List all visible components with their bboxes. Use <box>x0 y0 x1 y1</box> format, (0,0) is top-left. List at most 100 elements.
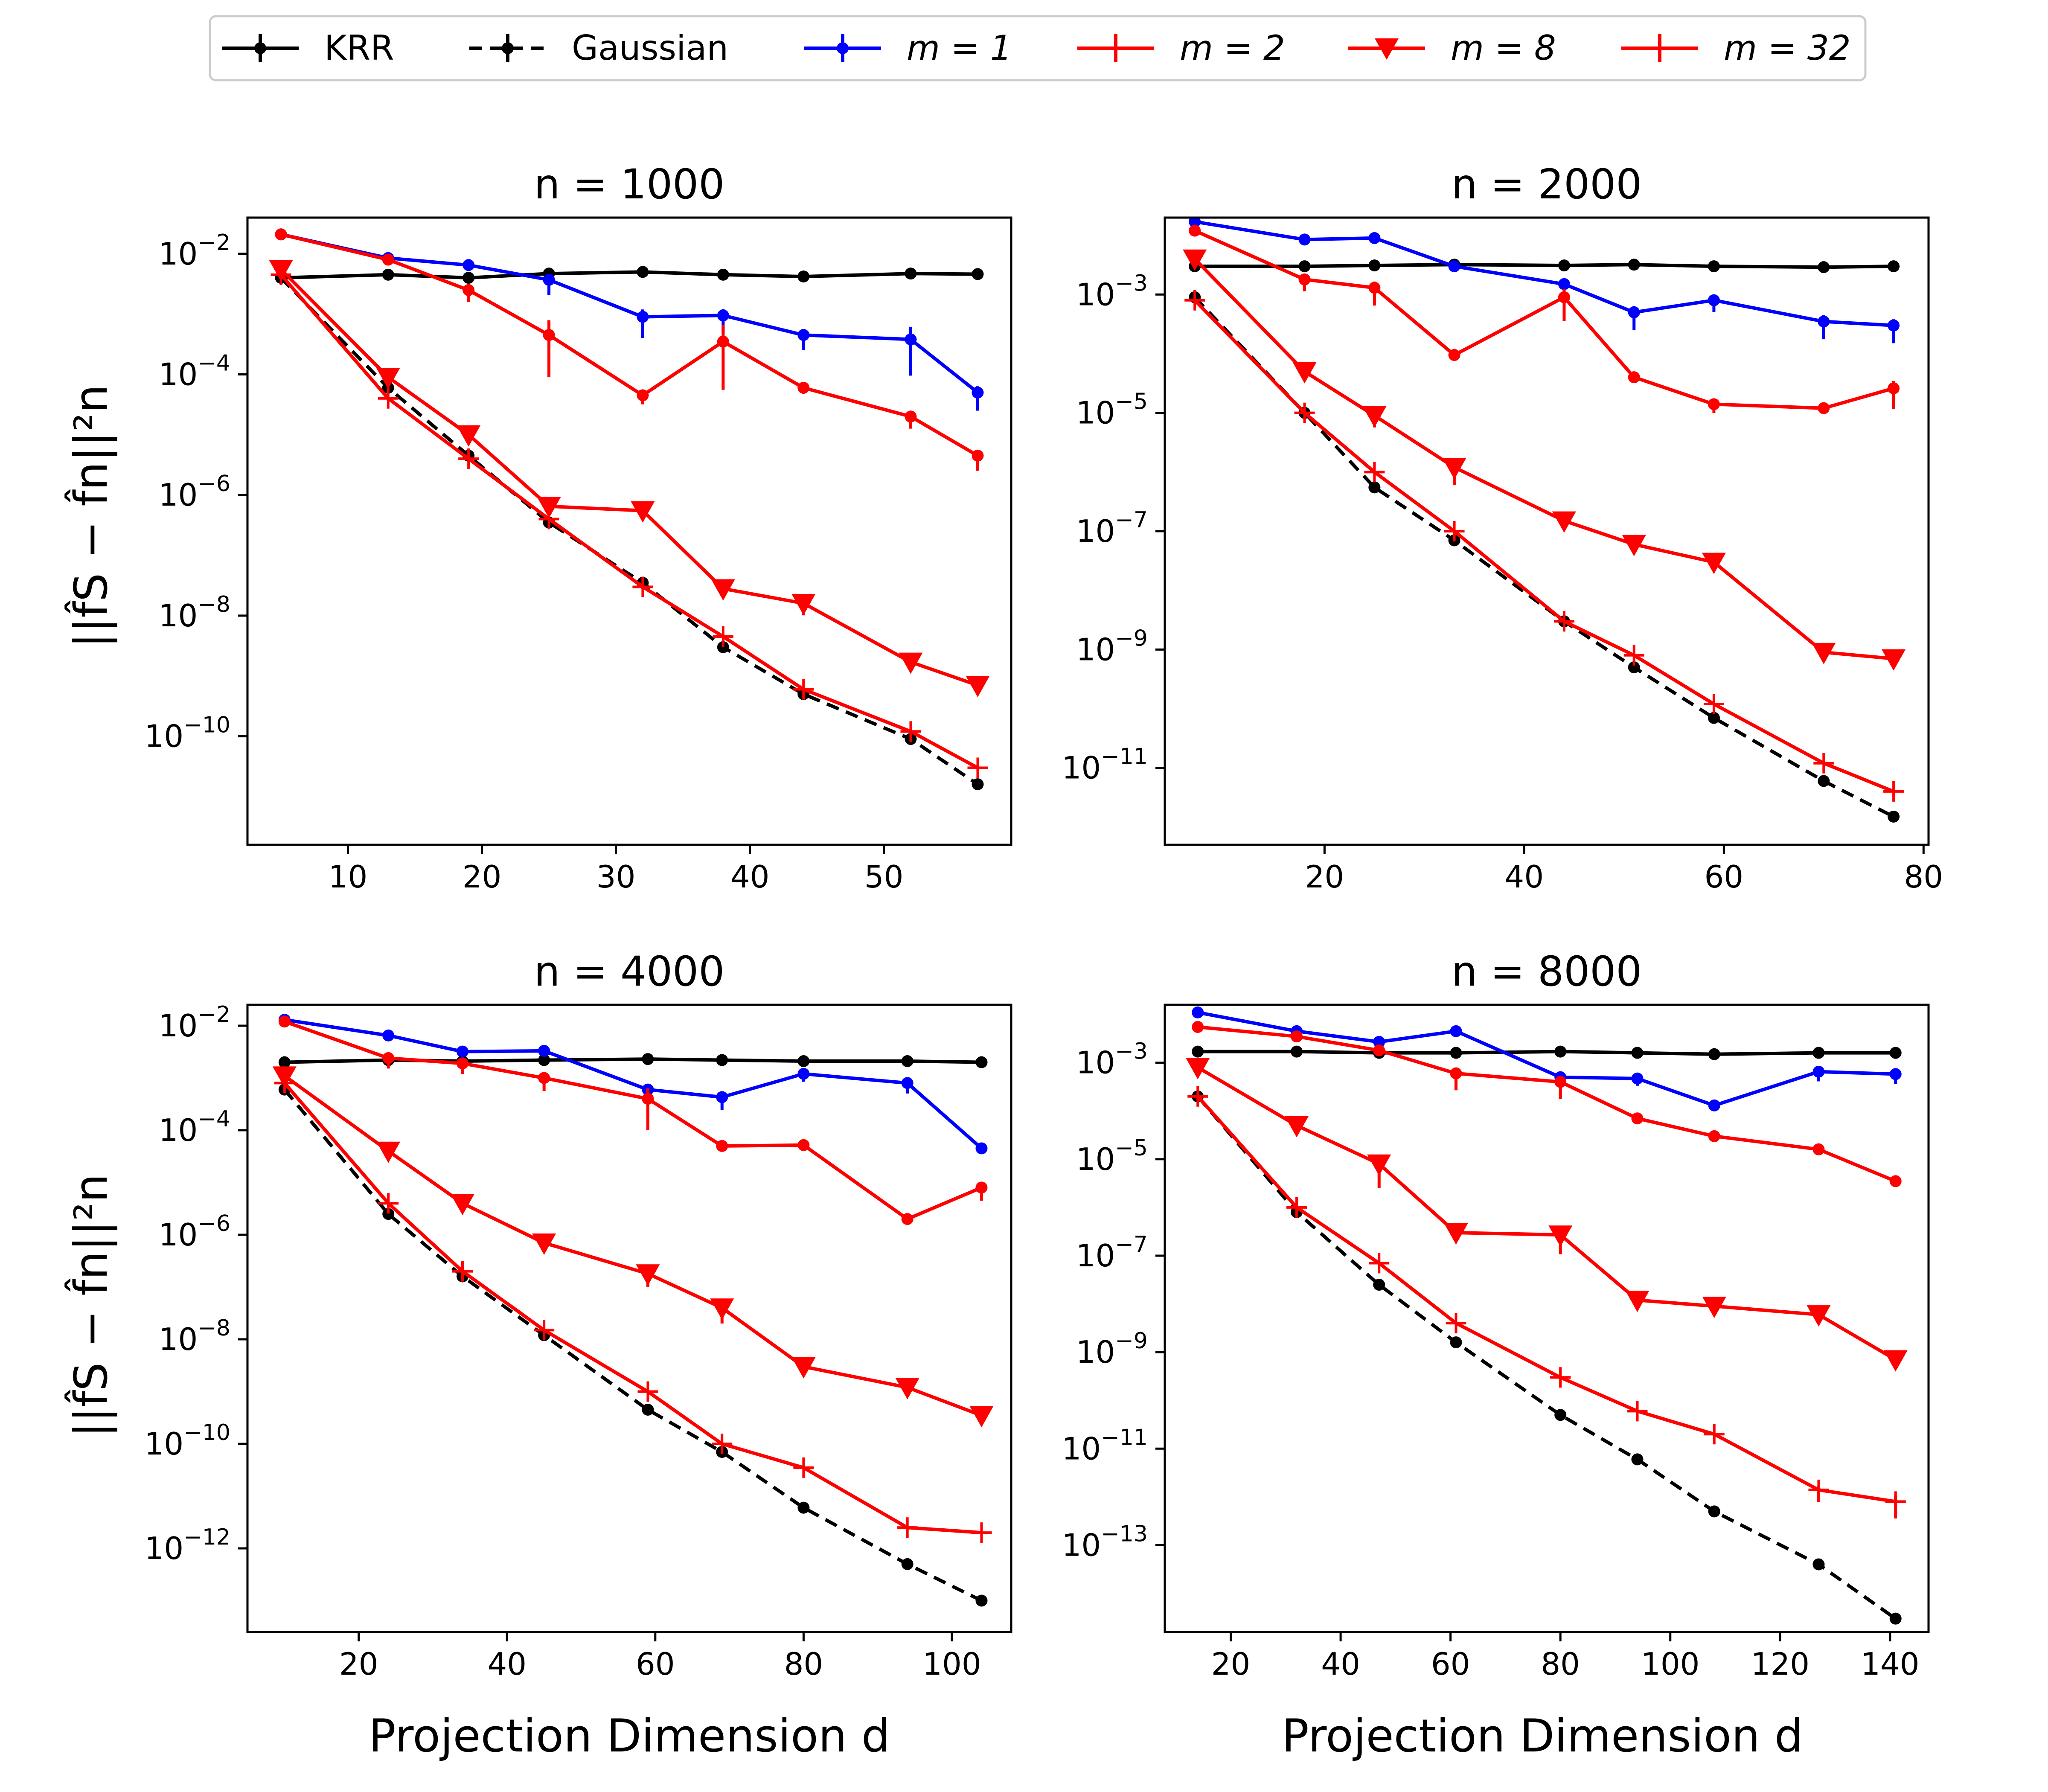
y-tick-base: 10 <box>159 598 198 634</box>
panel-frame <box>1164 216 1930 846</box>
y-tick-exponent: −13 <box>1101 1521 1148 1547</box>
y-tick-exponent: −2 <box>198 230 230 256</box>
y-tick-label: 10−3 <box>1076 271 1148 312</box>
data-point-krr <box>1368 259 1381 272</box>
data-point-gaussian <box>1812 1558 1825 1571</box>
data-point-m8 <box>1442 458 1466 480</box>
series-gaussian <box>1189 291 1900 823</box>
data-point-m1 <box>901 1077 913 1089</box>
data-point-gaussian <box>1708 712 1720 724</box>
y-tick-exponent: −7 <box>1115 507 1148 533</box>
data-point-m2 <box>1888 382 1900 395</box>
y-tick-base: 10 <box>1076 1238 1115 1274</box>
y-tick-base: 10 <box>1076 276 1115 312</box>
data-point-m8 <box>1882 649 1906 671</box>
data-point-m1 <box>1889 1068 1902 1080</box>
data-point-krr <box>1708 260 1720 273</box>
y-tick-base: 10 <box>145 1426 184 1462</box>
y-tick-label: 10−8 <box>159 1315 230 1357</box>
series-m8 <box>1183 249 1906 671</box>
y-tick-label: 10−5 <box>1076 1135 1148 1177</box>
series-gaussian <box>278 1083 988 1607</box>
x-tick-label: 80 <box>1904 859 1943 895</box>
data-point-krr <box>1628 259 1640 271</box>
data-point-krr <box>901 1055 913 1068</box>
y-tick-label: 10−12 <box>145 1524 230 1566</box>
data-point-m1 <box>1708 1099 1720 1111</box>
data-point-m2 <box>543 329 555 341</box>
data-point-m2 <box>717 335 729 348</box>
x-tick-label: 120 <box>1751 1646 1809 1682</box>
series-m2 <box>275 228 984 471</box>
data-point-krr <box>797 271 810 283</box>
legend-entry-m32: m = 32 <box>1621 28 1851 68</box>
series-line-gaussian <box>1193 296 1894 818</box>
data-point-m2 <box>1189 224 1201 237</box>
y-tick-base: 10 <box>159 357 198 393</box>
data-point-m8 <box>1444 1223 1468 1245</box>
data-point-gaussian <box>1373 1279 1385 1291</box>
legend-entry-m2: m = 2 <box>1077 28 1285 68</box>
series-line-m2 <box>280 233 979 457</box>
data-point-gaussian <box>1628 661 1640 674</box>
legend-marker-m8 <box>1375 38 1399 60</box>
data-point-m8 <box>376 1141 401 1163</box>
series-m2 <box>1189 224 1900 414</box>
series-m2 <box>278 1015 988 1225</box>
series-line-gaussian <box>283 1088 983 1603</box>
data-point-m2 <box>1291 1030 1303 1043</box>
y-tick-base: 10 <box>1076 1334 1115 1370</box>
y-tick-label: 10−10 <box>145 713 230 754</box>
legend-marker-m1 <box>837 42 849 54</box>
series-line-gaussian <box>1196 1095 1897 1620</box>
data-point-krr <box>1818 261 1830 273</box>
data-point-krr <box>463 272 475 284</box>
x-tick-label: 60 <box>636 1646 675 1682</box>
series-m2 <box>1192 1021 1902 1187</box>
data-point-m1 <box>1448 260 1460 273</box>
y-tick-exponent: −9 <box>1115 625 1148 651</box>
data-point-krr <box>972 268 984 280</box>
data-point-krr <box>278 1056 291 1068</box>
y-tick-label: 10−8 <box>159 592 230 634</box>
series-m32 <box>1187 1086 1906 1519</box>
x-tick-label: 40 <box>487 1646 527 1682</box>
x-tick-label: 40 <box>1321 1646 1360 1682</box>
y-tick-label: 10−7 <box>1076 507 1148 549</box>
data-point-m1 <box>456 1045 468 1058</box>
data-point-m8 <box>711 579 735 601</box>
data-point-m2 <box>1192 1021 1204 1033</box>
data-point-gaussian <box>975 1594 988 1607</box>
legend-entry-m8: m = 8 <box>1348 28 1556 68</box>
x-tick-label: 50 <box>864 859 904 895</box>
data-point-m8 <box>1702 553 1726 574</box>
data-point-krr <box>1812 1047 1825 1059</box>
y-tick-exponent: −6 <box>198 471 230 497</box>
y-tick-base: 10 <box>159 1321 198 1357</box>
data-point-krr <box>642 1053 654 1065</box>
data-point-krr <box>1554 1045 1567 1058</box>
x-tick-label: 80 <box>1541 1646 1580 1682</box>
data-point-gaussian <box>901 1558 913 1570</box>
y-tick-base: 10 <box>1062 1431 1101 1466</box>
data-point-gaussian <box>1631 1453 1644 1466</box>
legend-label-m2: m = 2 <box>1180 28 1285 68</box>
legend-marker-gaussian <box>502 42 514 54</box>
data-point-m1 <box>797 1068 810 1080</box>
data-point-m8 <box>1552 511 1576 533</box>
data-point-m2 <box>278 1015 291 1028</box>
data-point-m2 <box>1368 282 1381 294</box>
panel-title: n = 1000 <box>534 160 725 208</box>
y-tick-label: 10−11 <box>1062 744 1148 786</box>
panel-title: n = 2000 <box>1452 160 1642 208</box>
data-point-m2 <box>1708 1130 1720 1142</box>
series-line-m2 <box>1194 229 1894 410</box>
series-line-m32 <box>1196 1095 1896 1504</box>
data-point-gaussian <box>972 778 984 791</box>
y-tick-label: 10−4 <box>159 1106 230 1148</box>
data-point-gaussian <box>1708 1505 1720 1518</box>
data-point-krr <box>1631 1047 1644 1059</box>
data-point-m1 <box>463 259 475 271</box>
